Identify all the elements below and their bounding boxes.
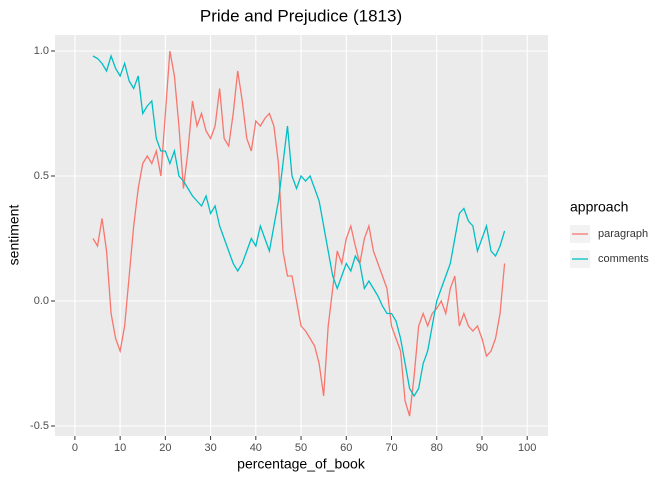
legend: paragraph comments (570, 225, 649, 268)
x-tick-label: 40 (250, 442, 262, 454)
x-tick-label: 0 (72, 442, 78, 454)
y-tick-label: 0.0 (34, 295, 49, 307)
lines (92, 50, 506, 417)
legend-label: comments (598, 253, 649, 265)
y-tick-label: -0.5 (30, 420, 49, 432)
x-tick-label: 30 (204, 442, 216, 454)
legend-label: paragraph (598, 228, 648, 240)
x-tick-label: 80 (431, 442, 443, 454)
x-tick-label: 70 (385, 442, 397, 454)
x-tick-label: 50 (295, 442, 307, 454)
x-tick-label: 20 (159, 442, 171, 454)
y-tick-label: 0.5 (34, 170, 49, 182)
x-tick-label: 60 (340, 442, 352, 454)
y-tick-label: 1.0 (34, 45, 49, 57)
chart-title: Pride and Prejudice (1813) (200, 6, 402, 25)
x-tick-label: 90 (476, 442, 488, 454)
x-tick-label: 100 (518, 442, 536, 454)
x-tick-label: 10 (114, 442, 126, 454)
series-line (92, 53, 506, 398)
legend-title: approach (570, 199, 628, 215)
x-axis-title: percentage_of_book (237, 456, 366, 472)
series-line (92, 50, 506, 417)
y-axis-title: sentiment (6, 205, 22, 266)
